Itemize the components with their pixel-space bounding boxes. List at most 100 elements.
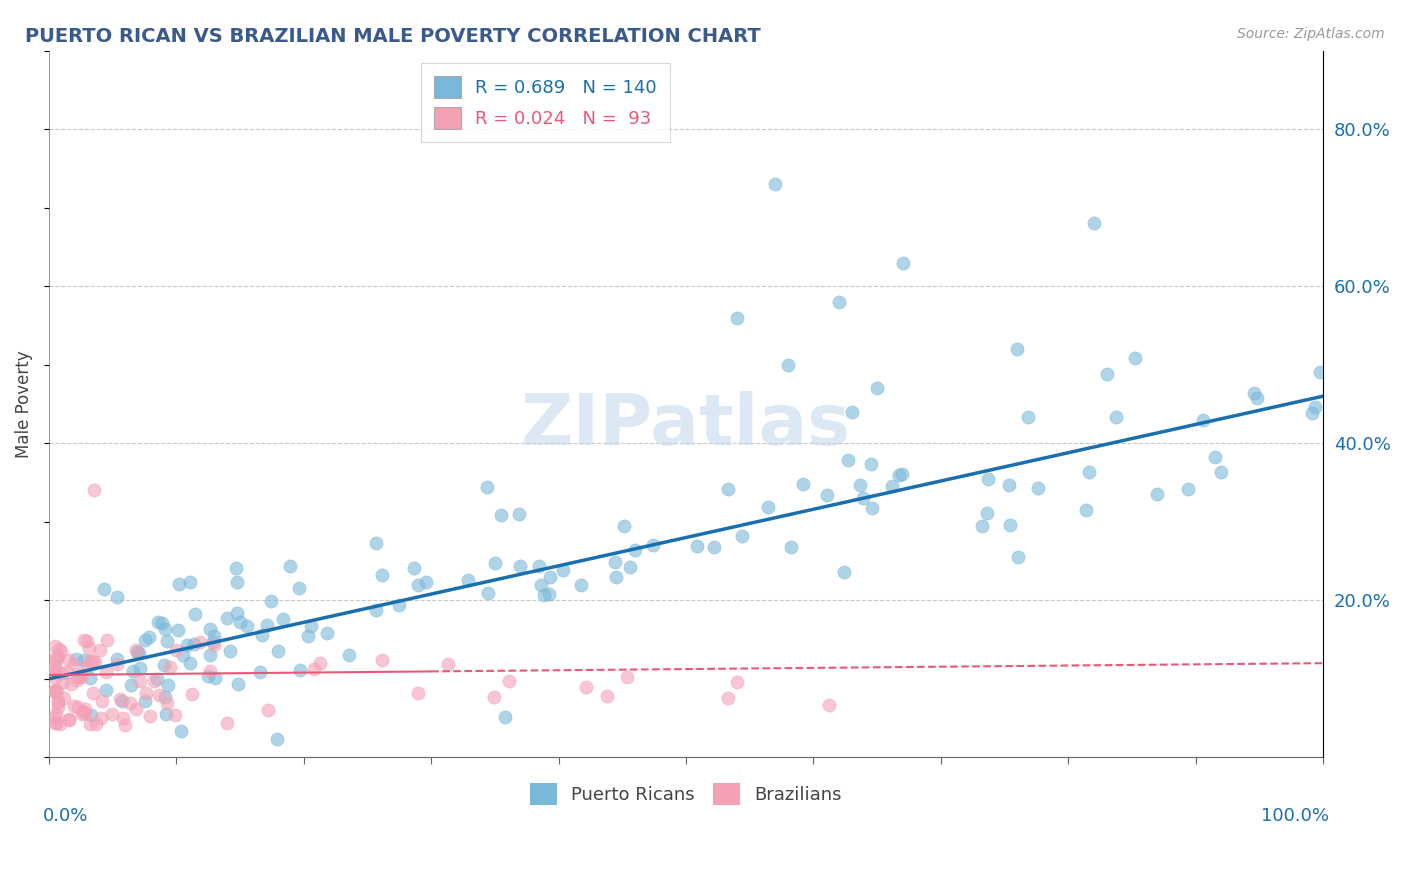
Point [1243, 385, 1265, 400]
Point [491, 508, 513, 523]
Point [198, 648, 221, 662]
Point [46, 697, 69, 711]
Point [44, 683, 66, 698]
Point [111, 711, 134, 725]
Point [970, 519, 993, 533]
Point [1095, 368, 1118, 382]
Point [204, 629, 226, 643]
Point [128, 646, 150, 660]
Point [596, 690, 619, 704]
Point [841, 405, 863, 419]
Point [271, 612, 294, 626]
Point [278, 558, 301, 573]
Point [63, 698, 86, 713]
Point [616, 670, 638, 684]
Point [482, 690, 505, 704]
Point [134, 694, 156, 708]
Point [371, 653, 394, 667]
Point [508, 508, 530, 522]
Point [69, 670, 91, 684]
Point [180, 686, 202, 700]
Point [128, 661, 150, 675]
Point [977, 472, 1000, 486]
Point [725, 310, 748, 325]
Point [114, 718, 136, 732]
Point [58, 712, 80, 726]
Point [717, 690, 740, 705]
Point [364, 603, 387, 617]
Point [150, 616, 173, 631]
Point [1083, 216, 1105, 230]
Point [96, 665, 118, 679]
Point [756, 500, 779, 515]
Point [96, 633, 118, 648]
Point [815, 488, 838, 502]
Point [605, 555, 627, 569]
Point [225, 606, 247, 620]
Point [509, 558, 531, 573]
Point [129, 673, 152, 688]
Text: Source: ZipAtlas.com: Source: ZipAtlas.com [1237, 27, 1385, 41]
Point [153, 658, 176, 673]
Point [1007, 549, 1029, 564]
Point [58, 713, 80, 727]
Point [153, 690, 176, 705]
Point [105, 590, 128, 604]
Point [72, 705, 94, 719]
Legend: R = 0.689   N = 140, R = 0.024   N =  93: R = 0.689 N = 140, R = 0.024 N = 93 [422, 63, 669, 142]
Point [70, 668, 93, 682]
Point [66, 699, 89, 714]
Point [891, 256, 914, 270]
Point [52, 675, 75, 690]
Point [45, 653, 67, 667]
Text: ZIPatlas: ZIPatlas [522, 391, 851, 459]
Point [250, 628, 273, 642]
Point [188, 635, 211, 649]
Point [73, 702, 96, 716]
Point [66, 673, 89, 687]
Point [138, 630, 160, 644]
Point [120, 697, 142, 711]
Point [156, 633, 179, 648]
Point [226, 575, 249, 590]
Point [437, 657, 460, 671]
Point [198, 622, 221, 636]
Point [315, 625, 337, 640]
Point [63, 657, 86, 671]
Point [44, 665, 66, 679]
Point [641, 538, 664, 552]
Point [45, 683, 67, 698]
Point [201, 634, 224, 648]
Point [685, 539, 707, 553]
Point [51, 666, 73, 681]
Point [51, 644, 73, 658]
Point [309, 656, 332, 670]
Point [58, 653, 80, 667]
Point [1017, 410, 1039, 425]
Point [299, 618, 322, 632]
Point [256, 703, 278, 717]
Point [44, 716, 66, 731]
Point [866, 381, 889, 395]
Point [1105, 410, 1128, 425]
Point [569, 577, 592, 591]
Point [613, 518, 636, 533]
Point [44, 671, 66, 685]
Point [165, 708, 187, 723]
Point [1204, 450, 1226, 465]
Point [48, 642, 70, 657]
Point [46, 699, 69, 714]
Point [288, 582, 311, 596]
Point [79, 717, 101, 731]
Point [176, 638, 198, 652]
Point [337, 648, 360, 662]
Point [1074, 503, 1097, 517]
Point [70, 707, 93, 722]
Point [215, 715, 238, 730]
Point [1192, 413, 1215, 427]
Point [111, 694, 134, 708]
Point [165, 643, 187, 657]
Point [828, 295, 851, 310]
Point [105, 657, 128, 672]
Point [167, 623, 190, 637]
